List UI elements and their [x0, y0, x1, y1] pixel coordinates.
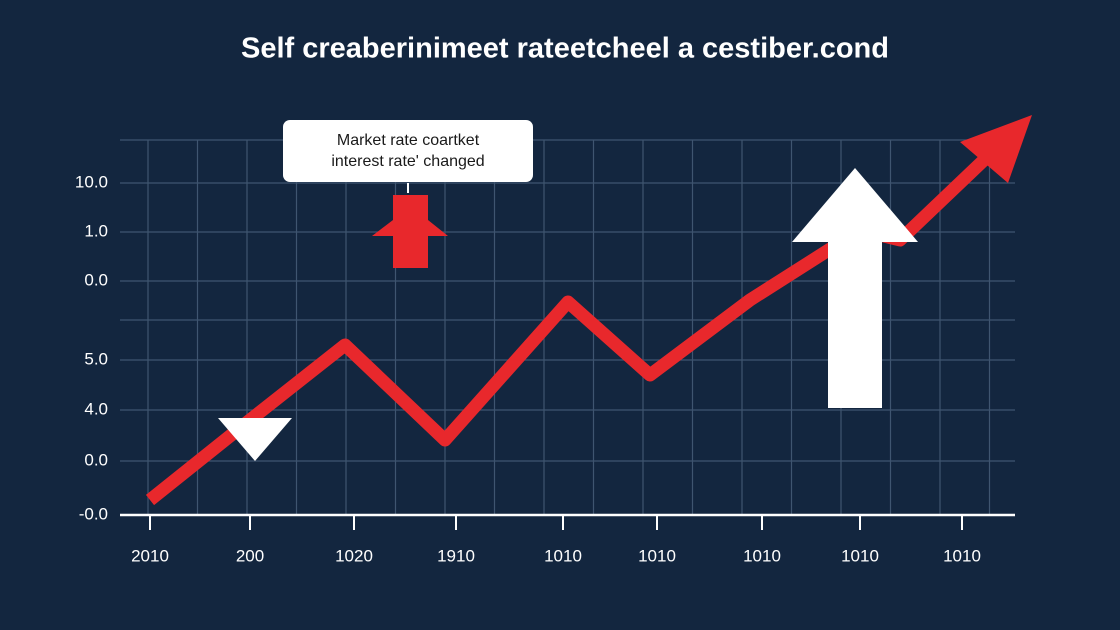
y-label: 4.0	[84, 399, 108, 418]
y-label: 1.0	[84, 221, 108, 240]
x-label: 1910	[437, 546, 475, 565]
up-arrow-shaft	[828, 242, 882, 408]
x-label: 2010	[131, 546, 169, 565]
x-label: 1010	[743, 546, 781, 565]
red-marker-wing	[372, 220, 393, 236]
y-label: -0.0	[79, 504, 108, 523]
down-arrow	[218, 418, 292, 461]
callout-text: interest rate' changed	[331, 153, 484, 170]
trend-arrowhead	[960, 115, 1032, 183]
x-label: 1010	[544, 546, 582, 565]
red-marker	[393, 195, 428, 268]
up-arrow-head	[792, 168, 918, 242]
x-label: 1010	[841, 546, 879, 565]
callout-text: Market rate coartket	[337, 132, 480, 149]
x-label: 200	[236, 546, 264, 565]
x-label: 1010	[638, 546, 676, 565]
y-label: 0.0	[84, 450, 108, 469]
title: Self creaberinimeet rateetcheel a cestib…	[241, 33, 889, 65]
x-label: 1010	[943, 546, 981, 565]
x-label: 1020	[335, 546, 373, 565]
y-label: 0.0	[84, 270, 108, 289]
y-label: 5.0	[84, 349, 108, 368]
red-marker-wing	[428, 220, 448, 236]
axis-labels: 10.0 1.0 0.0 5.0 4.0 0.0 -0.0 2010 200 1020 1910 10…	[75, 172, 981, 565]
callout-box	[283, 120, 533, 182]
y-label: 10.0	[75, 172, 108, 191]
